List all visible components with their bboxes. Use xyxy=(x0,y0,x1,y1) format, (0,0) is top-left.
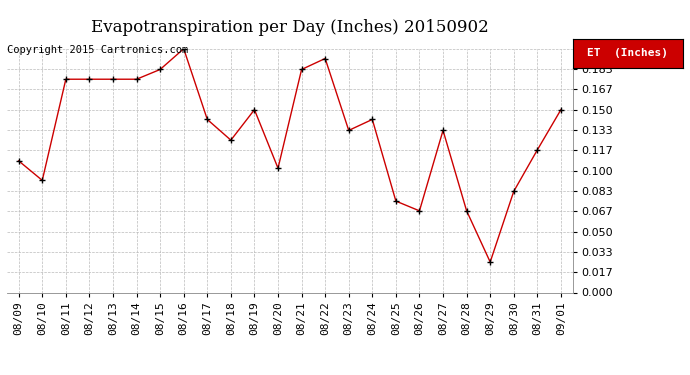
Text: ET  (Inches): ET (Inches) xyxy=(587,48,669,58)
Text: Evapotranspiration per Day (Inches) 20150902: Evapotranspiration per Day (Inches) 2015… xyxy=(91,19,489,36)
Text: Copyright 2015 Cartronics.com: Copyright 2015 Cartronics.com xyxy=(7,45,188,55)
